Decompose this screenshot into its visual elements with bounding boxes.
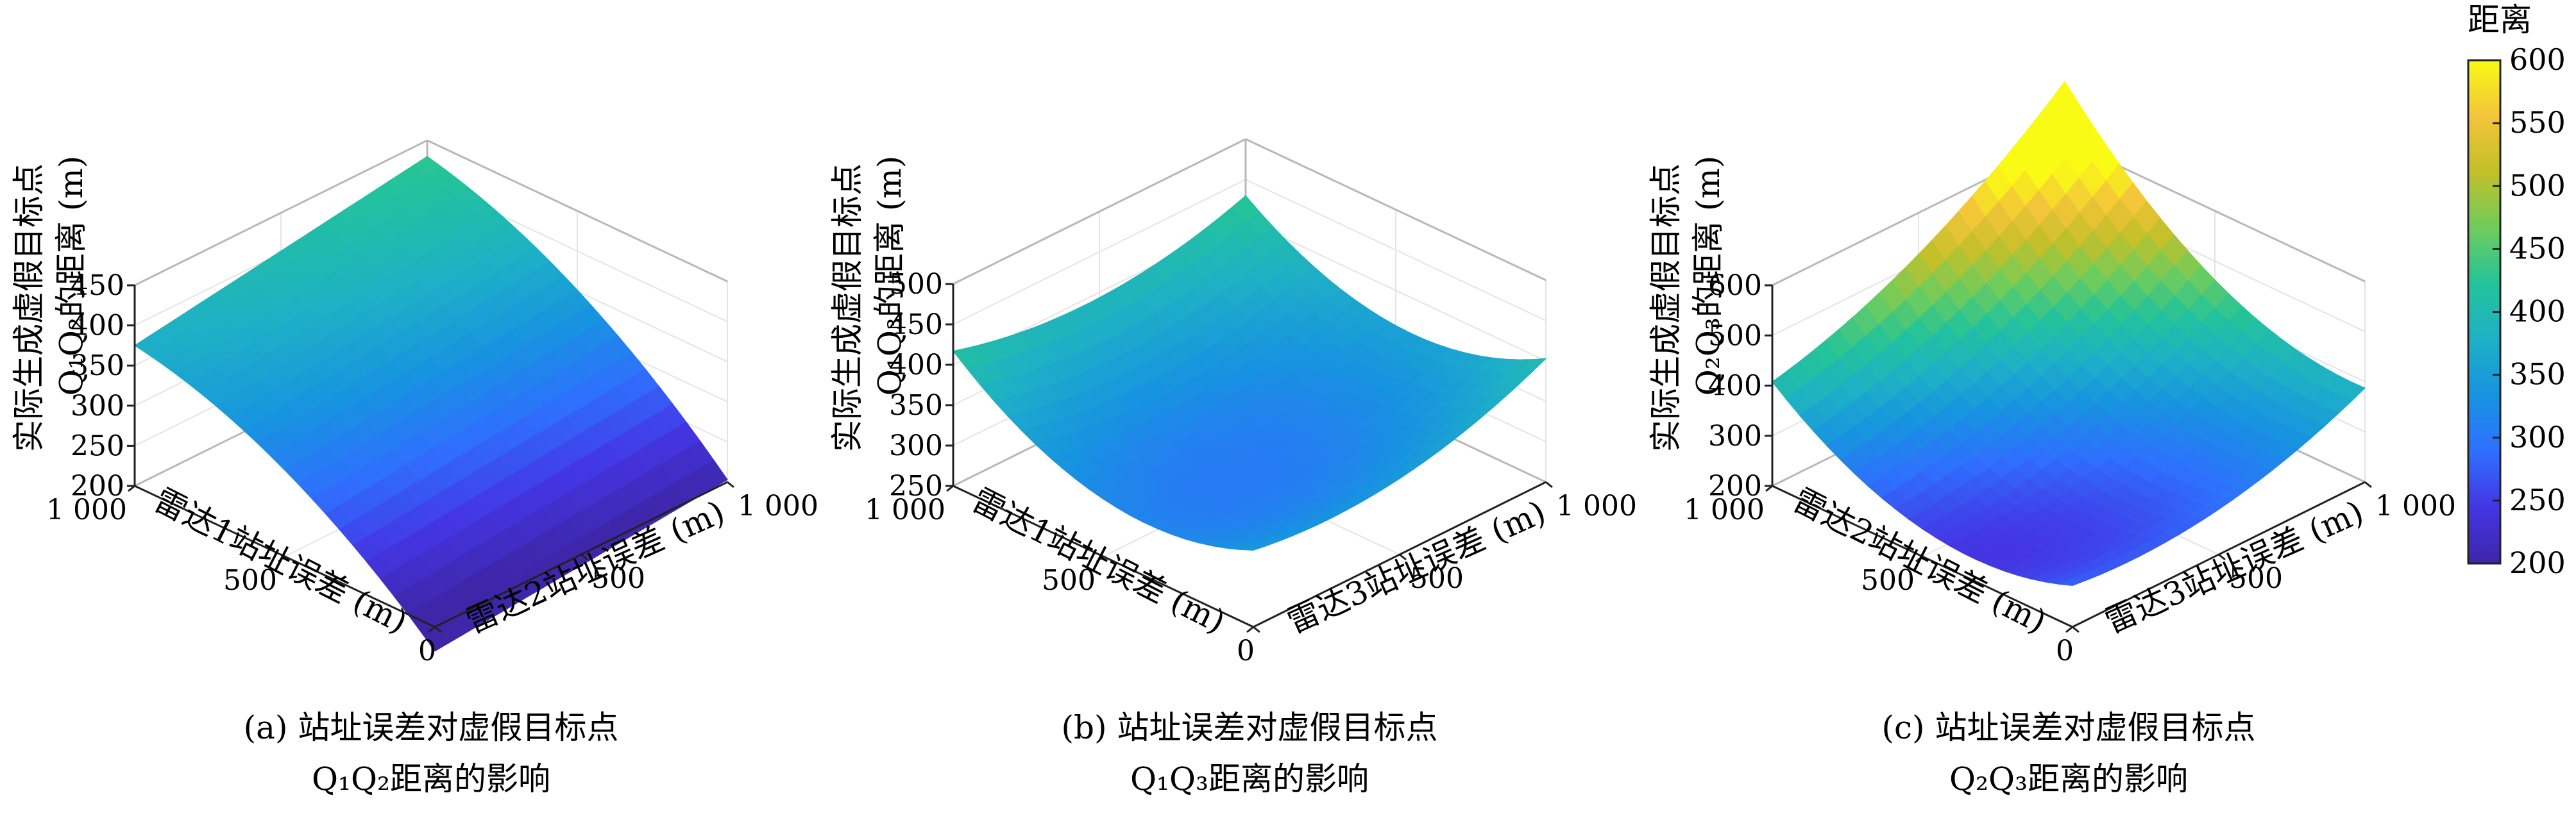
z-tick-label: 250 [889, 470, 943, 503]
subplot-b-caption-line2: Q₁Q₃距离的影响 [1130, 760, 1369, 797]
x-tick-mark [1915, 555, 1923, 563]
colorbar-tick-label: 200 [2509, 546, 2566, 580]
colorbar-tick-label: 550 [2509, 105, 2566, 140]
colorbar-tick-label: 500 [2509, 168, 2566, 203]
z-tick-label: 200 [1708, 470, 1762, 503]
x-tick-mark [2065, 626, 2073, 633]
colorbar-tick-label: 350 [2509, 357, 2566, 392]
x-tick-mark [428, 626, 436, 633]
y-tick-label: 500 [591, 562, 645, 595]
colorbar-ticks: 200 250 300 350 400 450 500 550 600 [2493, 42, 2566, 580]
z-tick-label: 500 [1708, 319, 1762, 352]
x-tick-mark [278, 555, 285, 563]
colorbar-tick-label: 600 [2509, 42, 2566, 77]
y-tick-label: 500 [1410, 562, 1464, 595]
z-tick-label: 300 [889, 430, 943, 462]
colorbar-tick-label: 250 [2509, 483, 2566, 517]
z-tick-label: 450 [889, 308, 943, 341]
colorbar-tick-label: 400 [2509, 294, 2566, 329]
x-tick-label: 0 [418, 635, 436, 667]
z-tick-label: 450 [71, 269, 124, 302]
z-tick-label: 500 [889, 268, 943, 301]
x-tick-label: 500 [1042, 564, 1096, 597]
surface-patch [1239, 544, 1267, 551]
y-tick-mark [580, 553, 588, 561]
subplot-c-zlabel-line1: 实际生成虚假目标点 [1647, 163, 1684, 452]
x-tick-mark [1246, 626, 1254, 633]
z-tick-label: 400 [889, 349, 943, 381]
y-tick-label: 1 000 [738, 490, 818, 522]
box-edge [427, 139, 728, 283]
z-tick-label: 300 [1708, 420, 1762, 453]
z-tick-label: 400 [1708, 370, 1762, 403]
y-tick-label: 1 000 [1556, 490, 1637, 522]
x-tick-label: 0 [1237, 635, 1255, 667]
x-tick-label: 1 000 [1684, 494, 1765, 526]
x-tick-label: 1 000 [46, 494, 127, 526]
y-tick-label: 1 000 [2375, 490, 2456, 522]
colorbar: 距离 200 250 300 350 400 450 500 550 600 [2467, 1, 2566, 580]
subplot-c-caption-line1: (c) 站址误差对虚假目标点 [1882, 709, 2256, 746]
y-tick-mark [727, 481, 734, 488]
z-tick-label: 200 [71, 470, 124, 503]
x-tick-label: 500 [1861, 564, 1915, 597]
box-edge [1245, 138, 1546, 281]
subplot-a-zlabel-line2: Q₁Q₂的距离 (m) [53, 156, 90, 396]
y-tick-mark [2072, 626, 2080, 633]
z-tick-label: 400 [71, 310, 124, 342]
subplot-a-caption-line1: (a) 站址误差对虚假目标点 [244, 709, 619, 746]
y-tick-label: 500 [2229, 562, 2283, 595]
z-tick-label: 350 [71, 349, 124, 382]
surface-patch [420, 624, 449, 652]
colorbar-tick-label: 300 [2509, 420, 2566, 455]
x-tick-label: 500 [223, 564, 277, 597]
colorbar-tick-label: 450 [2509, 231, 2566, 265]
box-edge [134, 139, 428, 287]
subplot-b-zlabel-line2: Q₁Q₃的距离 (m) [871, 156, 908, 396]
subplot-c-zlabel-line2: Q₂Q₃的距离 (m) [1690, 156, 1727, 396]
y-tick-mark [434, 626, 442, 633]
z-tick-label: 350 [889, 389, 943, 422]
z-tick-label: 600 [1708, 269, 1762, 302]
subplot-a-zlabel-line1: 实际生成虚假目标点 [10, 163, 47, 452]
y-tick-mark [2364, 481, 2372, 488]
z-tick-label: 300 [71, 390, 124, 422]
x-tick-label: 1 000 [865, 494, 945, 526]
x-tick-mark [1096, 555, 1104, 563]
y-tick-mark [2218, 553, 2226, 561]
subplot-b-surface [952, 195, 1547, 551]
x-tick-label: 0 [2056, 635, 2074, 667]
subplot-b-caption-line1: (b) 站址误差对虚假目标点 [1062, 709, 1438, 746]
y-tick-mark [1399, 553, 1407, 561]
subplot-a-surface [133, 156, 728, 652]
y-tick-mark [1545, 481, 1553, 488]
subplot-a-caption-line2: Q₁Q₂距离的影响 [312, 760, 550, 797]
z-tick-label: 250 [71, 430, 124, 462]
y-tick-mark [1253, 626, 1260, 633]
subplot-c-surface [1772, 81, 2366, 587]
subplot-c-caption-line2: Q₂Q₃距离的影响 [1949, 760, 2188, 797]
colorbar-title: 距离 [2468, 1, 2532, 38]
subplot-b-zlabel-line1: 实际生成虚假目标点 [829, 163, 866, 452]
surface-patch [2058, 578, 2086, 587]
box-edge [953, 138, 1246, 285]
